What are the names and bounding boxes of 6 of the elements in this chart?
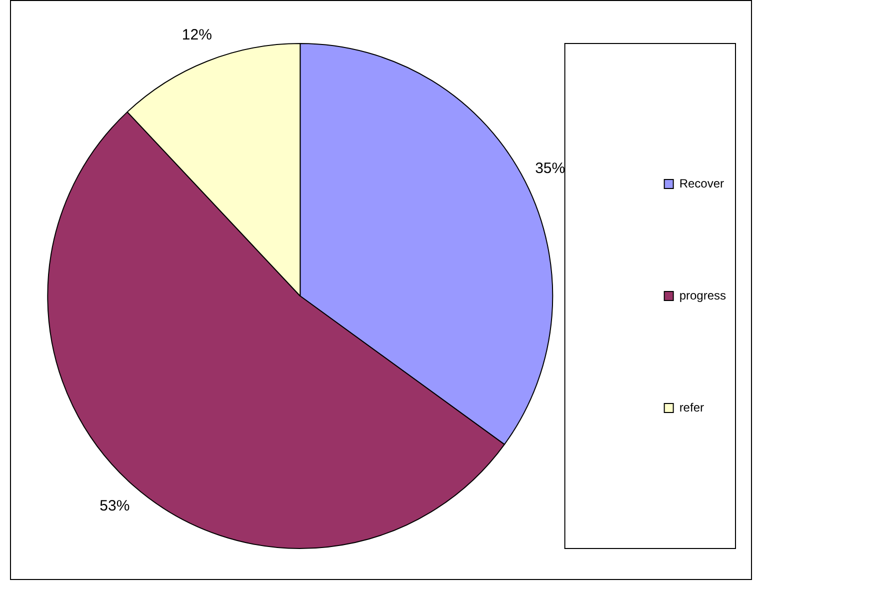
data-label: 12% (182, 26, 212, 44)
legend-label: refer (679, 400, 704, 414)
data-label: 35% (535, 160, 566, 177)
legend-label: Recover (679, 176, 724, 190)
data-label: 53% (100, 498, 130, 515)
legend-label: progress (679, 288, 726, 302)
